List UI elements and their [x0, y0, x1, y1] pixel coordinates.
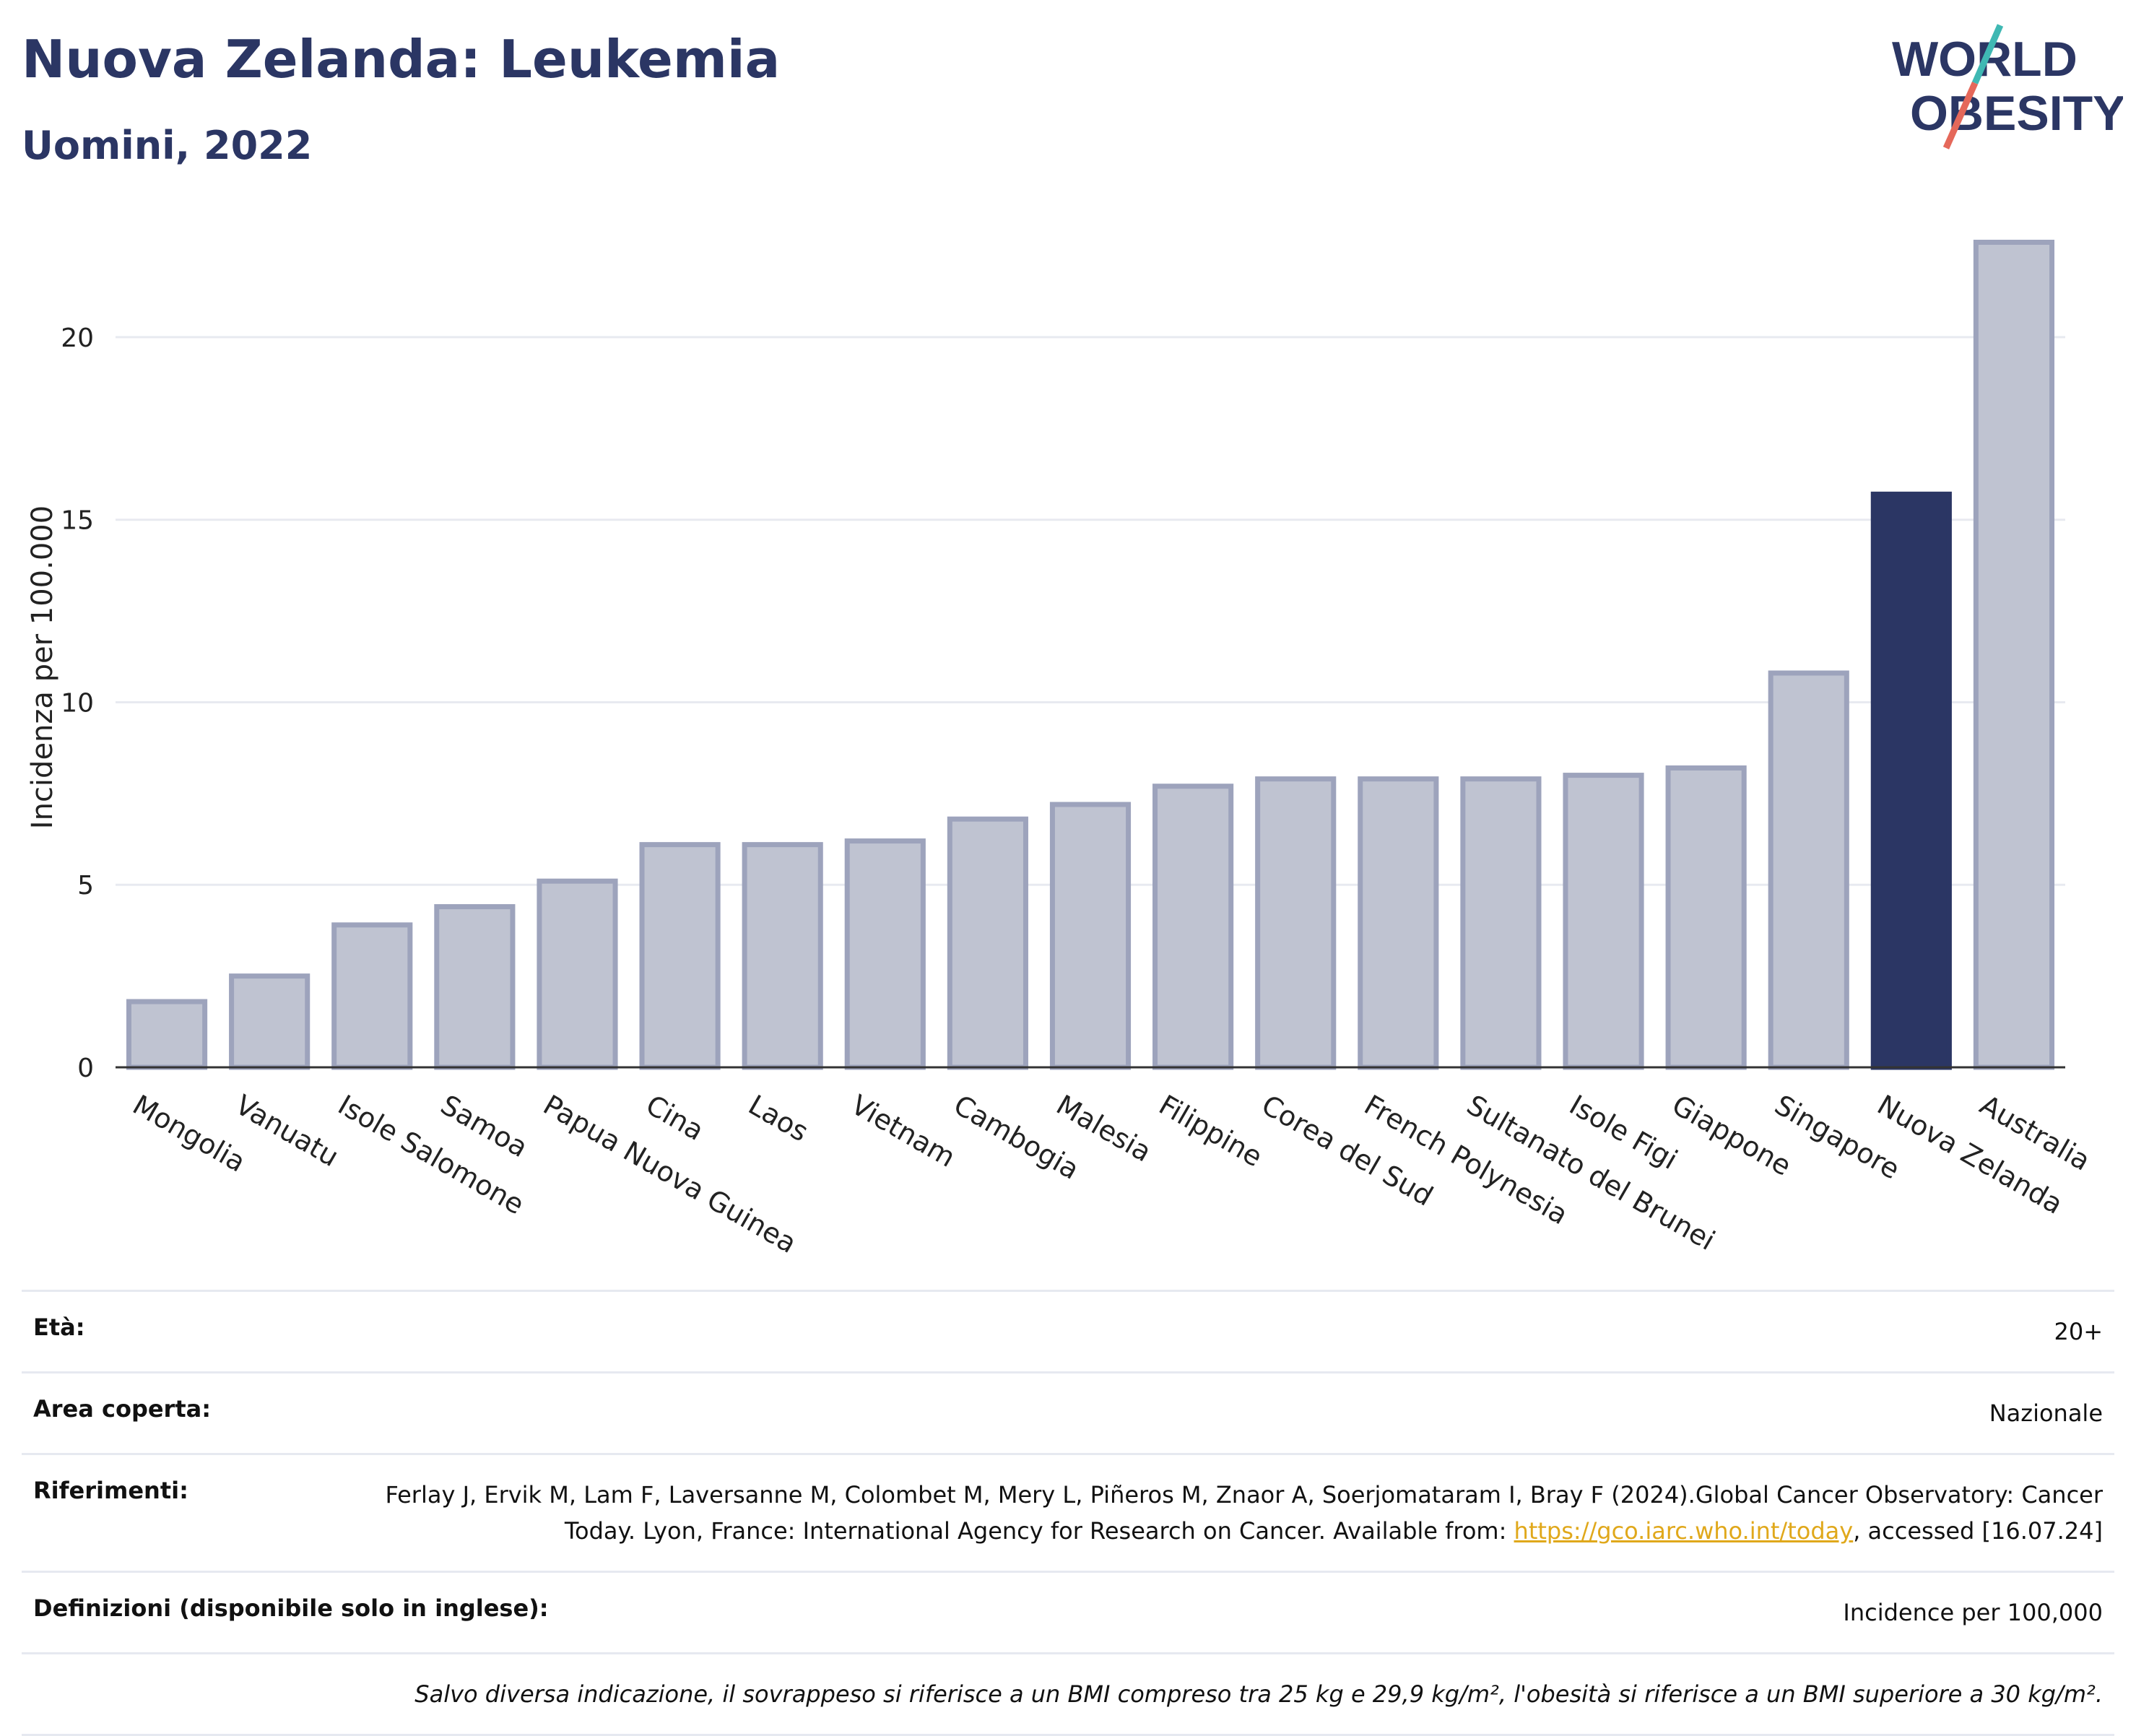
definitions-label: Definizioni (disponibile solo in inglese…	[33, 1594, 549, 1622]
chart-title: Nuova Zelanda: Leukemia	[22, 29, 781, 90]
info-table: Età: 20+ Area coperta: Nazionale Riferim…	[22, 1290, 2114, 1736]
chart-subtitle: Uomini, 2022	[22, 123, 313, 168]
age-label: Età:	[33, 1314, 85, 1341]
y-tick-label: 0	[77, 1054, 94, 1083]
bar	[947, 816, 1028, 1070]
references-label: Riferimenti:	[33, 1477, 188, 1504]
info-row-age: Età: 20+	[22, 1290, 2114, 1371]
bar	[639, 842, 721, 1070]
bar	[537, 878, 618, 1070]
logo-slash-coral	[1942, 82, 1979, 149]
bar	[1973, 239, 2055, 1070]
x-tick-label: Vietnam	[846, 1089, 960, 1173]
bar	[434, 904, 516, 1070]
x-tick-label: Filippine	[1154, 1089, 1268, 1173]
bmi-note: Salvo diversa indicazione, il sovrappeso…	[414, 1680, 2103, 1708]
references-link[interactable]: https://gco.iarc.who.int/today	[1514, 1517, 1854, 1545]
logo-slash-teal	[1971, 24, 2004, 84]
bar	[1152, 784, 1234, 1070]
bar	[1768, 670, 1849, 1070]
info-row-area: Area coperta: Nazionale	[22, 1371, 2114, 1453]
y-axis-title: Incidenza per 100.000	[26, 505, 59, 829]
bar	[742, 842, 823, 1070]
bar	[1255, 776, 1337, 1070]
bar	[1358, 776, 1439, 1070]
bar	[229, 973, 311, 1070]
x-tick-label: Nuova Zelanda	[1872, 1089, 2068, 1220]
bar	[1665, 765, 1747, 1070]
logo-text-obesity: OBESITY	[1910, 86, 2123, 141]
references-text: Ferlay J, Ervik M, Lam F, Laversanne M, …	[385, 1481, 2103, 1545]
y-tick-label: 20	[61, 324, 94, 353]
bar	[331, 922, 413, 1070]
age-value: 20+	[2054, 1318, 2103, 1345]
bar	[1460, 776, 1542, 1070]
x-tick-label: Cina	[641, 1089, 709, 1147]
references-tail: , accessed [16.07.24]	[1853, 1517, 2103, 1545]
x-tick-label: Vanuatu	[230, 1089, 344, 1173]
x-tick-label: Laos	[743, 1089, 814, 1148]
x-tick-label: Isole Salomone	[333, 1089, 529, 1221]
bar	[1563, 773, 1644, 1070]
definitions-value: Incidence per 100,000	[1843, 1599, 2103, 1626]
x-tick-label: Corea del Sud	[1256, 1089, 1438, 1212]
y-tick-label: 15	[61, 506, 94, 536]
bar	[844, 838, 926, 1070]
area-value: Nazionale	[1989, 1399, 2103, 1427]
info-row-references: Riferimenti: Ferlay J, Ervik M, Lam F, L…	[22, 1453, 2114, 1571]
info-row-note: Salvo diversa indicazione, il sovrappeso…	[22, 1652, 2114, 1736]
info-row-definitions: Definizioni (disponibile solo in inglese…	[22, 1571, 2114, 1652]
references-value: Ferlay J, Ervik M, Lam F, Laversanne M, …	[370, 1477, 2103, 1549]
bar	[126, 999, 208, 1070]
area-label: Area coperta:	[33, 1395, 212, 1423]
world-obesity-logo: WORLD OBESITY	[1892, 24, 2123, 149]
y-tick-label: 5	[77, 871, 94, 900]
bar-highlighted	[1870, 491, 1952, 1070]
y-tick-label: 10	[61, 688, 94, 718]
bar	[1049, 802, 1132, 1070]
x-tick-label: Mongolia	[128, 1089, 251, 1179]
